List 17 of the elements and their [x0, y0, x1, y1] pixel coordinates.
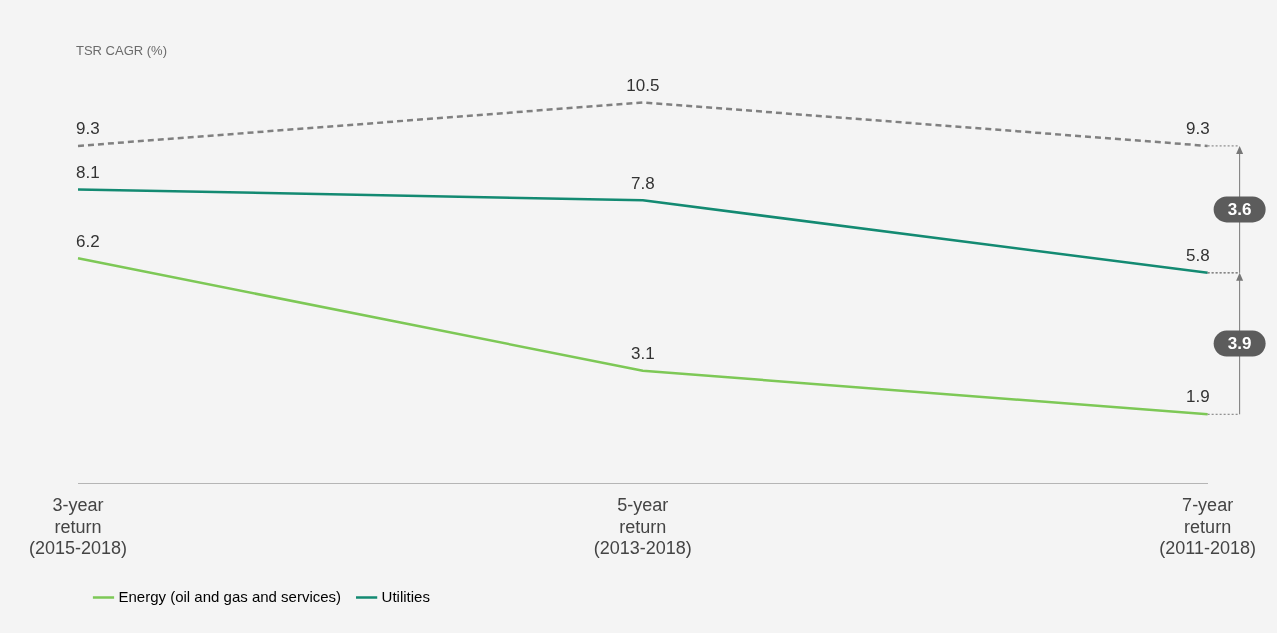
- data-label: 3.1: [631, 343, 655, 363]
- text: TSR CAGR (%): [76, 43, 167, 59]
- data-label: 6.2: [76, 231, 100, 251]
- x-tick-label: 3-year return (2015-2018): [28, 494, 128, 559]
- data-label: 9.3: [1185, 119, 1210, 139]
- x-tick-label: 7-year return (2011-2018): [1159, 494, 1256, 559]
- data-label: 8.1: [76, 162, 100, 182]
- data-label: 5.8: [1185, 246, 1210, 266]
- data-label: 9.3: [76, 119, 100, 139]
- data-label: 7.8: [631, 173, 655, 193]
- annotation: 3.9: [1227, 334, 1252, 354]
- annotation: 3.6: [1227, 200, 1252, 220]
- legend-label: Utilities: [381, 587, 430, 605]
- data-label: 10.5: [626, 75, 660, 95]
- data-label: 1.9: [1185, 387, 1210, 407]
- x-tick-label: 5-year return (2013-2018): [593, 494, 692, 559]
- legend-label: Energy (oil and gas and services): [118, 587, 342, 605]
